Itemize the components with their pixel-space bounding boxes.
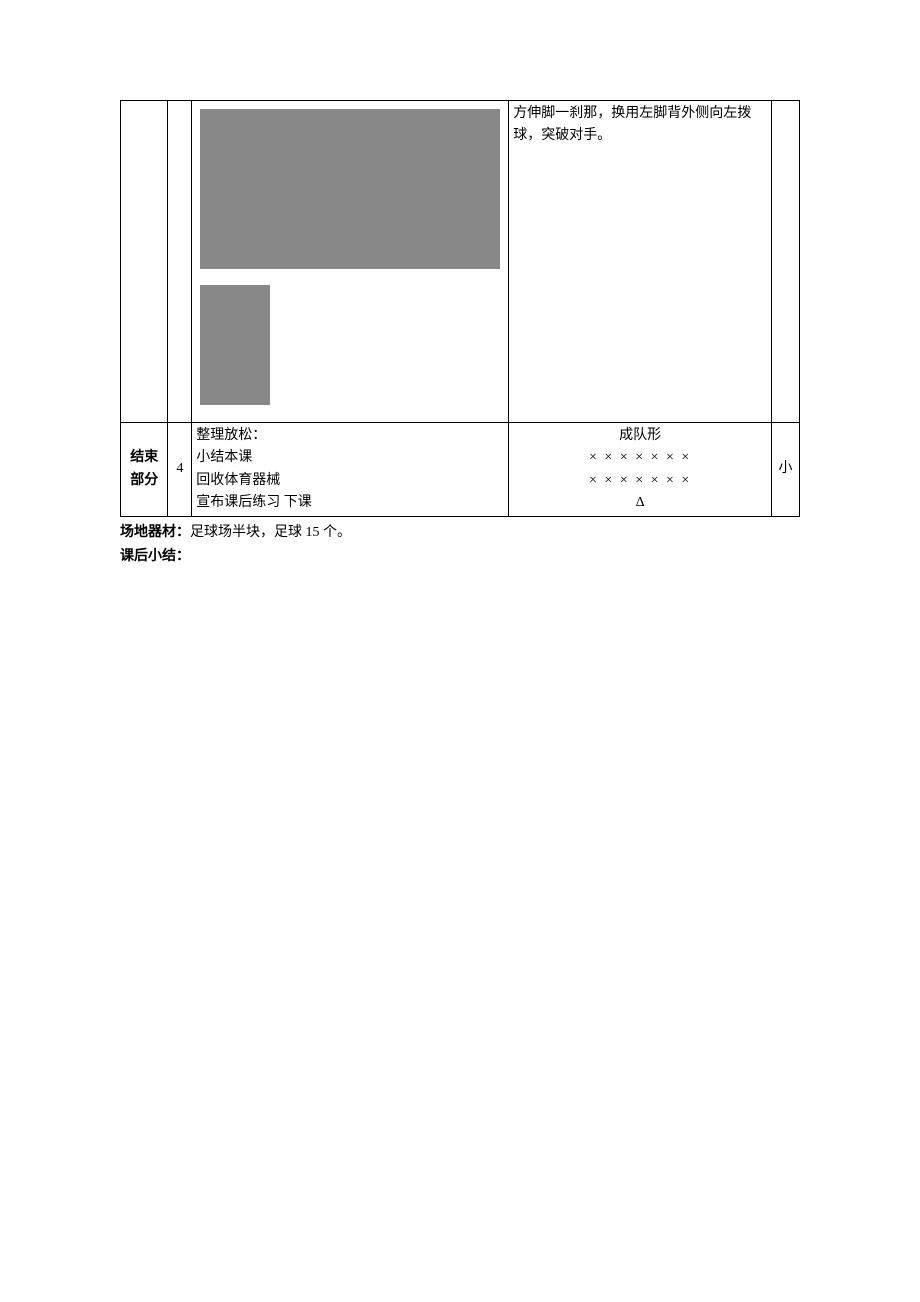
formation-title: 成队形 — [513, 425, 767, 447]
equipment-line: 场地器材：足球场半块，足球 15 个。 — [120, 521, 800, 541]
content-line: 整理放松： — [196, 425, 504, 447]
time-cell-empty — [168, 101, 192, 423]
content-line: 回收体育器械 — [196, 470, 504, 492]
time-value: 4 — [176, 461, 183, 476]
section-label: 结束部分 — [130, 450, 158, 487]
content-line: 宣布课后练习 下课 — [196, 492, 504, 514]
formation-cell-text: 方伸脚一刹那，换用左脚背外侧向左拨球，突破对手。 — [509, 101, 772, 423]
summary-line: 课后小结： — [120, 545, 800, 565]
formation-row: × × × × × × × — [513, 447, 767, 469]
formation-description: 方伸脚一刹那，换用左脚背外侧向左拨球，突破对手。 — [513, 106, 751, 143]
player-image — [200, 285, 270, 405]
formation-row: × × × × × × × — [513, 470, 767, 492]
content-cell: 整理放松： 小结本课 回收体育器械 宣布课后练习 下课 — [192, 422, 509, 517]
section-cell: 结束部分 — [121, 422, 168, 517]
time-cell: 4 — [168, 422, 192, 517]
table-row: 结束部分 4 整理放松： 小结本课 回收体育器械 宣布课后练习 下课 成队形 ×… — [121, 422, 800, 517]
content-line: 小结本课 — [196, 447, 504, 469]
equipment-label: 场地器材： — [120, 525, 190, 540]
summary-label: 课后小结： — [120, 549, 190, 564]
section-cell-empty — [121, 101, 168, 423]
table-row: 方伸脚一刹那，换用左脚背外侧向左拨球，突破对手。 — [121, 101, 800, 423]
lesson-plan-table: 方伸脚一刹那，换用左脚背外侧向左拨球，突破对手。 结束部分 4 整理放松： 小结… — [120, 100, 800, 517]
formation-cell: 成队形 × × × × × × × × × × × × × × Δ — [509, 422, 772, 517]
equipment-text: 足球场半块，足球 15 个。 — [190, 525, 351, 540]
intensity-cell: 小 — [772, 422, 800, 517]
formation-row: Δ — [513, 492, 767, 514]
dribble-sequence-image — [200, 109, 500, 269]
content-cell-images — [192, 101, 509, 423]
intensity-cell-empty — [772, 101, 800, 423]
intensity-value: 小 — [779, 461, 793, 476]
